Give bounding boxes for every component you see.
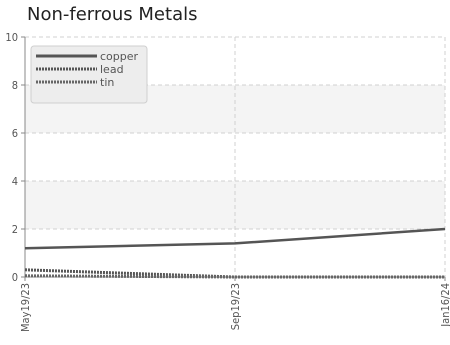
legend-box: [30, 45, 148, 104]
chart-title: Non-ferrous Metals: [27, 4, 198, 25]
series-lines: [24, 227, 446, 279]
y-tick-label: 8: [12, 79, 18, 92]
y-tick-label: 0: [12, 271, 18, 284]
y-tick-label: 10: [5, 31, 18, 44]
x-tick-label: Sep19/23: [229, 283, 242, 330]
legend-label-copper: copper: [100, 50, 139, 63]
legend-label-tin: tin: [100, 76, 114, 89]
y-tick-label: 4: [12, 175, 18, 188]
series-line-copper: [24, 227, 446, 250]
series-line-tin: [24, 274, 445, 279]
y-tick-label: 2: [12, 223, 18, 236]
x-tick-labels: May19/23 Sep19/23 Jan16/24: [19, 283, 450, 332]
legend-label-lead: lead: [100, 63, 124, 76]
y-tick-label: 6: [12, 127, 18, 140]
x-tick-label: May19/23: [19, 283, 32, 332]
x-tick-label: Jan16/24: [439, 283, 450, 328]
y-tick-labels: 0 2 4 6 8 10: [5, 31, 18, 284]
